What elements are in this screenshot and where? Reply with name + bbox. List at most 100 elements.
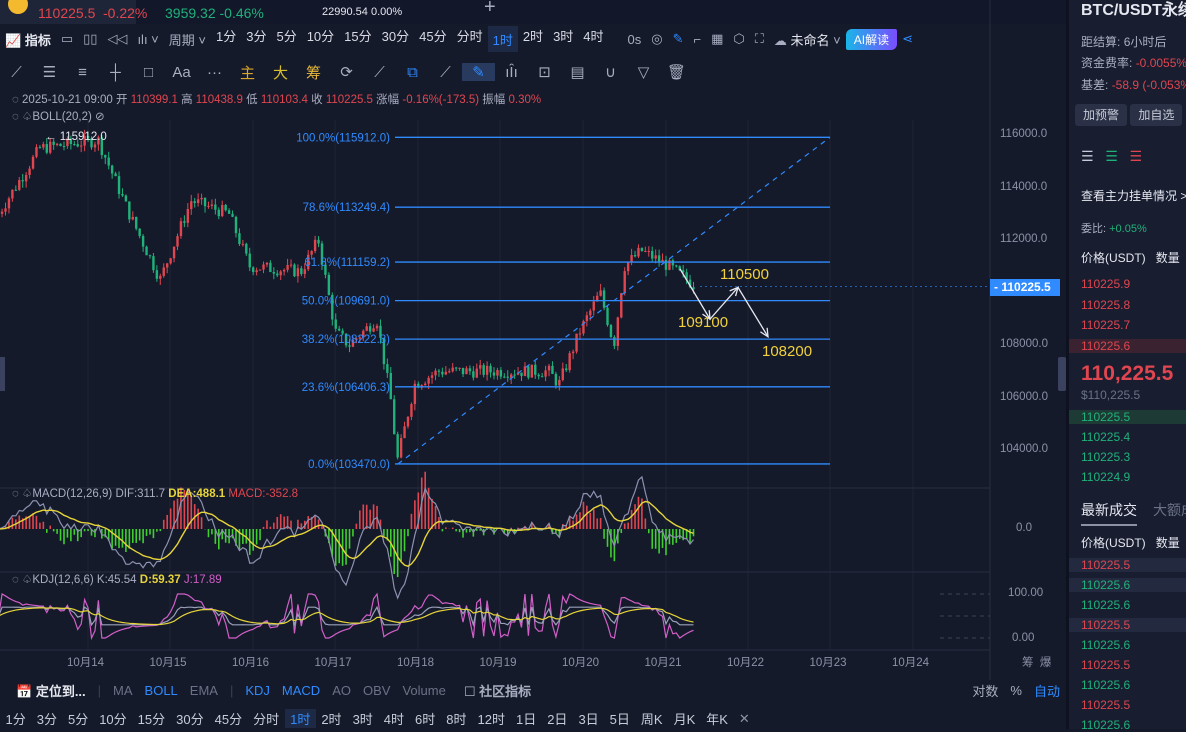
settings-icon[interactable]: ⬡ — [733, 31, 745, 46]
add-tab-icon[interactable]: + — [484, 0, 496, 18]
share-icon[interactable]: ⋖ — [902, 31, 913, 46]
indicator-button[interactable]: 📈 指标 — [5, 32, 51, 48]
timeframe-4时[interactable]: 4时 — [583, 28, 604, 44]
both-sides-icon[interactable]: ☰ — [1081, 148, 1094, 164]
indicator-macd[interactable]: MACD — [281, 682, 321, 698]
timeframe-30分[interactable]: 30分 — [381, 28, 410, 44]
hline-tool-icon[interactable]: ┼ — [110, 63, 121, 81]
indicator-volume[interactable]: Volume — [402, 682, 446, 698]
timeframe-30分[interactable]: 30分 — [176, 712, 204, 727]
sync-icon[interactable]: ⟳ — [340, 64, 353, 81]
layout-icon[interactable]: ▭ — [60, 31, 74, 46]
indicator-ma[interactable]: MA — [113, 682, 133, 698]
timeframe-1分[interactable]: 1分 — [5, 712, 26, 727]
timeframe-5分[interactable]: 5分 — [276, 28, 297, 44]
trash-icon[interactable]: 🗑 — [666, 64, 687, 81]
bookmark-icon[interactable]: ⧉ — [407, 63, 418, 81]
timeframe-1分[interactable]: 1分 — [216, 28, 237, 44]
candle-type-icon[interactable]: ılı ˅ — [137, 31, 159, 47]
axis-corner[interactable]: 筹 爆 — [1022, 654, 1051, 670]
timeframe-周K[interactable]: 周K — [640, 712, 663, 727]
indicator-kdj[interactable]: KDJ — [245, 682, 270, 698]
timeframe-年K[interactable]: 年K — [706, 712, 728, 727]
text-tool[interactable]: Aa — [172, 63, 191, 81]
timeframe-3分[interactable]: 3分 — [246, 28, 267, 44]
auto-scale-toggle[interactable]: 自动 — [1033, 683, 1060, 699]
timeframe-12时[interactable]: 12时 — [477, 712, 505, 727]
ask-price[interactable]: 110225.6 — [1069, 338, 1186, 353]
bars-icon[interactable]: ıȊı — [505, 63, 518, 81]
indicator-obv[interactable]: OBV — [363, 682, 391, 698]
timeframe-3分[interactable]: 3分 — [36, 712, 57, 727]
add-alert-button[interactable]: 加预警 — [1075, 104, 1128, 126]
replay-icon[interactable]: ◁◁ — [107, 31, 128, 46]
timeframe-8时[interactable]: 8时 — [446, 712, 467, 727]
crop-icon[interactable]: ⌐ — [693, 31, 702, 47]
timeframe-4时[interactable]: 4时 — [383, 712, 405, 727]
measure-icon[interactable]: ⟋ — [374, 63, 385, 81]
fib-tool-icon[interactable]: ≡ — [78, 63, 87, 81]
timeframe-3日[interactable]: 3日 — [578, 712, 599, 727]
timeframe-10分[interactable]: 10分 — [306, 28, 335, 44]
indicator-ema[interactable]: EMA — [189, 682, 218, 698]
tab-index[interactable]: 22990.54 0.00% — [322, 6, 402, 18]
camera-icon[interactable]: ◎ — [651, 31, 663, 46]
filter-icon[interactable]: ▽ — [637, 64, 650, 81]
percent-toggle[interactable]: % — [1010, 682, 1022, 698]
orderbook-view-icons[interactable]: ☰ ☰ ☰ — [1081, 148, 1142, 165]
rect-tool-icon[interactable]: □ — [143, 63, 154, 81]
timeframe-1日[interactable]: 1日 — [515, 712, 537, 727]
indicator-boll[interactable]: BOLL — [144, 682, 178, 698]
fullscreen-icon[interactable]: ⛶ — [754, 31, 764, 46]
locate-button[interactable]: 📅 定位到... — [16, 683, 86, 699]
bids-only-icon[interactable]: ☰ — [1105, 148, 1118, 164]
timeframe-2时[interactable]: 2时 — [522, 28, 544, 44]
timeframe-45分[interactable]: 45分 — [419, 28, 447, 44]
timeframe-2日[interactable]: 2日 — [547, 712, 568, 727]
timeframe-分时[interactable]: 分时 — [456, 28, 483, 44]
magnet-icon[interactable]: ∪ — [605, 64, 616, 81]
ask-price[interactable]: 110225.9 — [1081, 277, 1131, 291]
ask-price[interactable]: 110225.7 — [1081, 318, 1131, 332]
tab-latest-trades[interactable]: 最新成交 — [1081, 500, 1137, 526]
ruler-icon[interactable]: ⟋ — [440, 63, 451, 81]
collapse-panel-handle[interactable] — [1058, 357, 1066, 391]
template-icon[interactable]: ▦ — [711, 31, 724, 46]
indicator-ao[interactable]: AO — [332, 682, 351, 698]
timeframe-15分[interactable]: 15分 — [137, 712, 166, 727]
tab-eth[interactable]: 3959.32 -0.46% — [165, 5, 264, 21]
main-force-tool[interactable]: 主 — [239, 64, 255, 82]
timeframe-1时[interactable]: 1时 — [487, 26, 518, 52]
bid-price[interactable]: 110225.5 — [1069, 410, 1186, 424]
pen-icon[interactable]: ✎ — [672, 31, 684, 46]
trendline-tool-icon[interactable]: ⟋ — [11, 63, 22, 81]
chart-canvas[interactable]: ← 115912.0 100.0%(115912.0) 78.6%(113249.4… — [0, 0, 1066, 680]
layout-name-dropdown[interactable]: ☁ 未命名 ˅ — [773, 32, 841, 48]
log-scale-toggle[interactable]: 对数 — [972, 683, 999, 699]
period-dropdown[interactable]: 周期 ˅ — [168, 32, 206, 48]
tab-btc[interactable]: 110225.5 -0.22% — [0, 0, 147, 24]
boll-legend[interactable]: ◌ ♤BOLL(20,2) ⊘ — [12, 111, 105, 123]
timeframe-月K[interactable]: 月K — [673, 712, 696, 727]
ai-analysis-button[interactable]: AI解读 — [845, 28, 898, 50]
timeframe-分时[interactable]: 分时 — [253, 712, 280, 727]
timeframe-1时[interactable]: 1时 — [284, 709, 316, 728]
draw-mode-icon[interactable]: ✎ — [462, 63, 495, 81]
lock-icon[interactable]: ⊡ — [538, 64, 551, 81]
timeframe-6时[interactable]: 6时 — [415, 712, 436, 727]
add-favorite-button[interactable]: 加自选 — [1130, 104, 1183, 126]
notes-icon[interactable]: ▤ — [570, 64, 585, 81]
timeframe-45分[interactable]: 45分 — [214, 712, 243, 727]
compare-icon[interactable]: ▯▯ — [83, 31, 98, 46]
chips-tool[interactable]: 筹 — [305, 64, 321, 82]
timeframe-15分[interactable]: 15分 — [344, 28, 372, 44]
timeframe-5分[interactable]: 5分 — [67, 712, 89, 727]
timeframe-5日[interactable]: 5日 — [609, 712, 630, 727]
bid-price[interactable]: 110225.3 — [1081, 450, 1131, 464]
asks-only-icon[interactable]: ☰ — [1129, 148, 1143, 164]
ask-price[interactable]: 110225.8 — [1081, 297, 1131, 312]
parallel-tool-icon[interactable]: ☰ — [42, 64, 57, 81]
bid-price[interactable]: 110225.4 — [1081, 430, 1131, 444]
tab-large-trades[interactable]: 大额成交 — [1153, 502, 1186, 518]
timeframe-3时[interactable]: 3时 — [553, 28, 574, 44]
